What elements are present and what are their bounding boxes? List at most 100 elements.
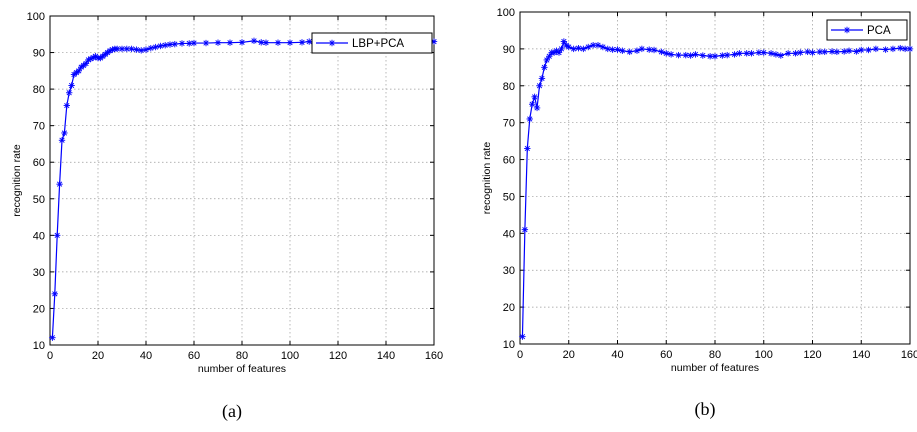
data-point — [699, 52, 707, 59]
marker-stroke — [744, 50, 750, 56]
data-point — [82, 60, 90, 67]
marker-stroke — [853, 48, 859, 55]
marker-stroke — [724, 52, 730, 58]
marker-stroke — [258, 39, 264, 45]
marker-stroke — [534, 105, 540, 111]
marker-stroke — [600, 44, 606, 50]
data-point — [128, 45, 135, 53]
data-point — [190, 39, 198, 47]
y-tick-label: 50 — [33, 194, 45, 206]
data-point — [889, 45, 897, 53]
marker-stroke — [52, 291, 58, 297]
y-tick-label: 80 — [33, 84, 45, 96]
y-tick-label: 40 — [503, 228, 515, 240]
marker-stroke — [558, 46, 565, 52]
data-point — [736, 50, 743, 57]
marker-stroke — [785, 50, 791, 56]
y-axis-label: recognition rate — [481, 142, 493, 215]
marker-stroke — [539, 75, 545, 82]
data-point — [54, 232, 61, 239]
data-point — [138, 47, 145, 54]
x-tick-label: 120 — [329, 350, 347, 362]
marker-stroke — [54, 232, 60, 238]
y-tick-label: 10 — [503, 339, 515, 351]
data-point — [906, 45, 914, 53]
legend: PCA — [826, 19, 908, 41]
data-point — [833, 48, 841, 56]
x-tick-label: 100 — [755, 349, 773, 361]
marker-stroke — [179, 40, 185, 47]
data-point — [61, 129, 68, 137]
marker-stroke — [263, 40, 269, 46]
x-tick-label: 0 — [47, 350, 53, 362]
y-tick-label: 20 — [503, 302, 515, 314]
y-tick-label: 90 — [33, 48, 45, 60]
marker-stroke — [614, 47, 621, 53]
data-point — [286, 39, 294, 46]
data-point — [536, 82, 543, 89]
data-point — [853, 48, 860, 55]
data-point — [142, 46, 150, 53]
marker-stroke — [575, 45, 582, 51]
data-point — [589, 42, 597, 49]
data-point — [152, 43, 159, 51]
data-point — [633, 47, 641, 54]
marker-stroke — [524, 145, 530, 152]
marker-stroke — [251, 38, 257, 44]
data-point — [565, 43, 572, 51]
marker-stroke — [756, 49, 762, 56]
marker-stroke — [61, 130, 68, 136]
data-point — [658, 48, 665, 56]
marker-stroke — [585, 44, 591, 50]
data-point — [638, 45, 646, 53]
y-axis-label: recognition rate — [11, 144, 23, 217]
data-point — [546, 53, 553, 60]
marker-stroke — [128, 46, 135, 52]
marker-stroke — [143, 47, 149, 53]
marker-stroke — [719, 52, 725, 59]
marker-stroke — [619, 48, 625, 54]
marker-stroke — [907, 46, 913, 52]
marker-stroke — [299, 39, 305, 45]
marker-stroke — [546, 53, 552, 59]
data-point — [682, 51, 689, 59]
marker-stroke — [556, 49, 562, 56]
y-tick-label: 90 — [503, 44, 515, 56]
x-tick-label: 60 — [660, 349, 672, 361]
data-point — [619, 47, 626, 54]
data-point — [575, 44, 582, 52]
marker-stroke — [688, 52, 694, 59]
marker-stroke — [172, 41, 178, 47]
data-point — [570, 45, 577, 53]
data-point — [743, 50, 750, 57]
marker-stroke — [148, 45, 154, 51]
marker-stroke — [834, 49, 840, 55]
data-point — [147, 44, 154, 52]
data-point — [262, 39, 270, 46]
y-tick-label: 20 — [33, 303, 45, 315]
marker-stroke — [306, 38, 312, 45]
marker-stroke — [773, 51, 779, 58]
legend-label: PCA — [867, 25, 891, 37]
panel-caption: (b) — [695, 399, 716, 420]
y-tick-label: 70 — [33, 121, 45, 133]
marker-stroke — [152, 44, 159, 50]
marker-stroke — [124, 46, 130, 52]
marker-stroke — [522, 227, 528, 233]
data-point — [555, 49, 563, 56]
data-point — [558, 45, 565, 53]
data-point — [599, 43, 607, 51]
marker-stroke — [890, 46, 896, 52]
marker-stroke — [712, 53, 718, 59]
marker-stroke — [865, 47, 872, 53]
marker-stroke — [536, 83, 543, 89]
marker-stroke — [817, 49, 823, 55]
data-point — [650, 46, 658, 54]
x-tick-label: 40 — [140, 350, 152, 362]
data-point — [821, 48, 828, 56]
marker-stroke — [902, 46, 908, 52]
data-point — [865, 46, 872, 54]
data-point — [767, 50, 775, 57]
data-point — [772, 51, 780, 58]
